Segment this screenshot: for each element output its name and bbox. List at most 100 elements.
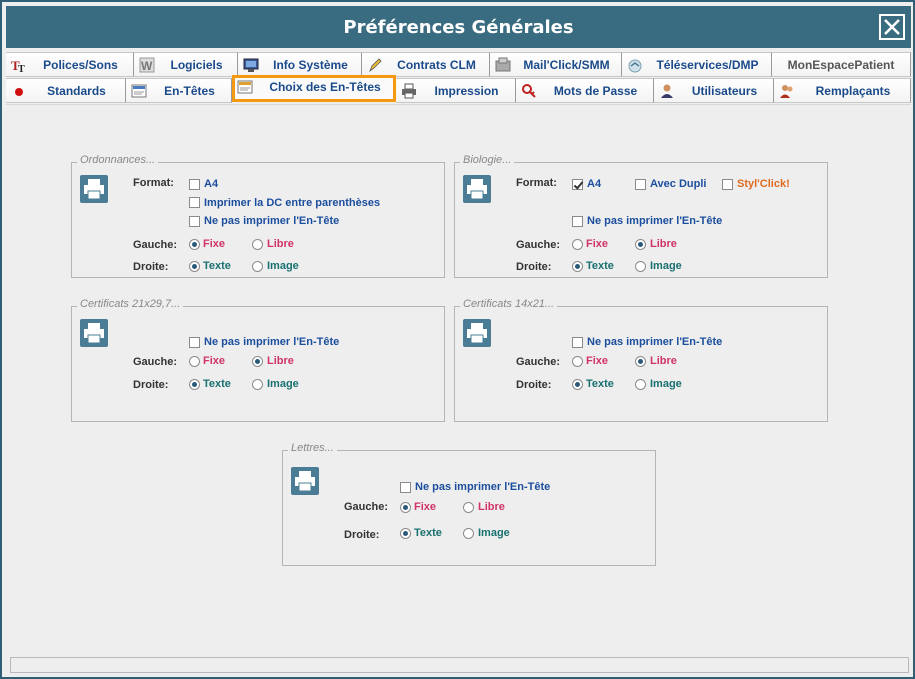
gauche-libre-radio[interactable]: [463, 502, 474, 513]
tab-info-systeme[interactable]: Info Système: [238, 52, 362, 77]
avec-dupli-checkbox[interactable]: [635, 179, 646, 190]
content-panel: [6, 104, 911, 654]
dc-parentheses-checkbox[interactable]: [189, 197, 200, 208]
status-bar: [10, 657, 909, 673]
no-header-checkbox[interactable]: [572, 337, 583, 348]
texte-label: Texte: [203, 260, 231, 272]
printer-icon: [463, 319, 491, 347]
image-label: Image: [650, 378, 682, 390]
texte-label: Texte: [203, 378, 231, 390]
group-legend: Lettres...: [288, 442, 337, 454]
dc-parentheses-label: Imprimer la DC entre parenthèses: [204, 197, 381, 209]
fixe-label: Fixe: [586, 238, 609, 250]
svg-text:W: W: [141, 59, 153, 73]
tab-label: Polices/Sons: [43, 58, 118, 72]
droite-label: Droite:: [344, 529, 380, 541]
gauche-fixe-radio[interactable]: [572, 239, 583, 250]
teleservice-icon: [628, 59, 642, 73]
droite-texte-radio[interactable]: [189, 261, 200, 272]
gauche-fixe-radio[interactable]: [189, 356, 200, 367]
no-header-label: Ne pas imprimer l'En-Tête: [587, 215, 723, 227]
no-header-checkbox[interactable]: [189, 216, 200, 227]
title-bar: Préférences Générales: [6, 6, 911, 48]
tab-label: Logiciels: [170, 58, 223, 72]
gauche-label: Gauche:: [516, 239, 561, 251]
fixe-label: Fixe: [203, 238, 226, 250]
image-label: Image: [478, 527, 510, 539]
group-legend: Certificats 21x29,7...: [77, 298, 184, 310]
printer-icon: [402, 83, 416, 99]
gauche-label: Gauche:: [344, 501, 389, 513]
tab-contrats-clm[interactable]: Contrats CLM: [362, 52, 490, 77]
gauche-label: Gauche:: [133, 356, 178, 368]
tab-label: En-Têtes: [164, 84, 215, 98]
tab-label: Impression: [434, 84, 499, 98]
group-legend: Ordonnances...: [77, 154, 159, 166]
avec-dupli-label: Avec Dupli: [650, 178, 707, 190]
svg-text:T: T: [11, 58, 20, 73]
tab-logiciels[interactable]: W Logiciels: [134, 52, 238, 77]
styl-click-checkbox[interactable]: [722, 179, 733, 190]
tab-utilisateurs[interactable]: Utilisateurs: [654, 78, 774, 103]
tab-monespacepatient[interactable]: MonEspacePatient: [772, 52, 911, 77]
tab-label: Remplaçants: [815, 84, 891, 98]
tab-label: Mots de Passe: [553, 84, 638, 98]
format-label: Format:: [516, 177, 557, 189]
group-lettres: Lettres... Ne pas imprimer l'En-Tête Gau…: [282, 442, 656, 566]
a4-checkbox[interactable]: [572, 179, 583, 190]
tab-en-tetes[interactable]: En-Têtes: [126, 78, 232, 103]
no-header-label: Ne pas imprimer l'En-Tête: [587, 336, 723, 348]
gauche-libre-radio[interactable]: [635, 239, 646, 250]
tab-remplacants[interactable]: Remplaçants: [774, 78, 911, 103]
gauche-fixe-radio[interactable]: [400, 502, 411, 513]
printer-icon: [463, 175, 491, 203]
mail-icon: [495, 57, 511, 72]
droite-texte-radio[interactable]: [189, 379, 200, 390]
droite-texte-radio[interactable]: [572, 261, 583, 272]
droite-image-radio[interactable]: [463, 528, 474, 539]
a4-checkbox[interactable]: [189, 179, 200, 190]
droite-label: Droite:: [133, 379, 169, 391]
image-label: Image: [650, 260, 682, 272]
fixe-label: Fixe: [586, 355, 609, 367]
group-biologie: Biologie... Format: A4 Avec Dupli Styl'C…: [454, 154, 828, 278]
droite-image-radio[interactable]: [252, 261, 263, 272]
fixe-label: Fixe: [414, 501, 437, 513]
tab-mailclick-smm[interactable]: Mail'Click/SMM: [490, 52, 622, 77]
texte-label: Texte: [586, 378, 614, 390]
texte-label: Texte: [586, 260, 614, 272]
close-button[interactable]: [879, 14, 905, 40]
user-icon: [661, 84, 673, 98]
droite-image-radio[interactable]: [635, 379, 646, 390]
gauche-fixe-radio[interactable]: [572, 356, 583, 367]
key-icon: [522, 84, 536, 98]
close-icon: [884, 19, 900, 35]
tab-mots-de-passe[interactable]: Mots de Passe: [516, 78, 654, 103]
droite-image-radio[interactable]: [635, 261, 646, 272]
tab-choix-des-en-tetes[interactable]: Choix des En-Têtes: [232, 75, 396, 102]
tab-label: Contrats CLM: [397, 58, 476, 72]
gauche-libre-radio[interactable]: [635, 356, 646, 367]
gauche-fixe-radio[interactable]: [189, 239, 200, 250]
printer-icon: [80, 175, 108, 203]
system-info-icon: [243, 58, 259, 72]
font-icon: TT: [11, 58, 25, 73]
droite-image-radio[interactable]: [252, 379, 263, 390]
gauche-libre-radio[interactable]: [252, 239, 263, 250]
droite-label: Droite:: [133, 261, 169, 273]
red-dot-icon: [15, 88, 23, 96]
tab-label: Mail'Click/SMM: [523, 58, 610, 72]
no-header-checkbox[interactable]: [572, 216, 583, 227]
libre-label: Libre: [650, 238, 677, 250]
gauche-libre-radio[interactable]: [252, 356, 263, 367]
droite-texte-radio[interactable]: [400, 528, 411, 539]
tab-impression[interactable]: Impression: [396, 78, 516, 103]
no-header-checkbox[interactable]: [400, 482, 411, 493]
no-header-checkbox[interactable]: [189, 337, 200, 348]
tab-standards[interactable]: Standards: [6, 78, 126, 103]
group-ordonnances: Ordonnances... Format: A4 Imprimer la DC…: [71, 154, 445, 278]
droite-texte-radio[interactable]: [572, 379, 583, 390]
group-legend: Biologie...: [460, 154, 515, 166]
tab-teleservices-dmp[interactable]: Téléservices/DMP: [622, 52, 772, 77]
